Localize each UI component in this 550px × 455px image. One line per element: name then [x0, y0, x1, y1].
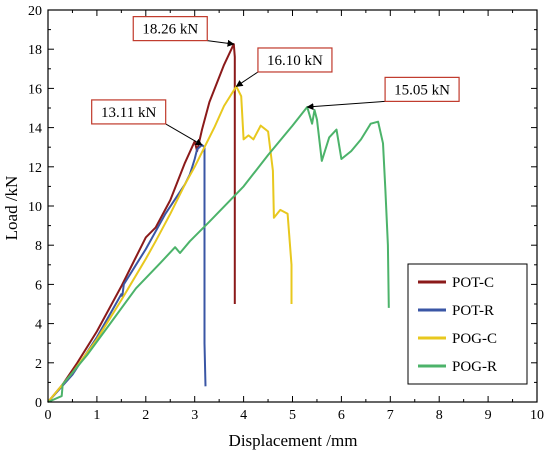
legend-label-pog-r: POG-R — [452, 359, 497, 375]
x-tick-label: 5 — [289, 408, 296, 423]
y-tick-label: 2 — [35, 357, 42, 372]
series-line-pog-c — [47, 85, 293, 403]
plot-marks — [47, 43, 390, 403]
annotation-arrow — [207, 39, 235, 47]
annotations: 18.26 kN 16.10 kN 13.11 kN 15.05 kN — [91, 16, 460, 146]
y-tick-label: 14 — [28, 122, 42, 137]
legend-label-pog-c: POG-C — [452, 331, 497, 347]
x-axis-title: Displacement /mm — [229, 431, 358, 450]
x-tick-label: 3 — [191, 408, 198, 423]
x-tick-label: 7 — [387, 408, 394, 423]
annotation-arrow — [306, 100, 386, 111]
y-tick-label: 0 — [35, 396, 42, 411]
y-tick-label: 10 — [28, 200, 42, 215]
y-axis-title: Load /kN — [2, 176, 21, 241]
annotation-box — [384, 76, 460, 102]
annotation-box — [257, 47, 333, 73]
x-tick-label: 10 — [530, 408, 544, 423]
annotation-label: 13.11 kN — [101, 105, 156, 121]
annotation-label: 15.05 kN — [394, 82, 450, 98]
y-tick-label: 6 — [35, 278, 42, 293]
annotation-label: 16.10 kN — [267, 53, 323, 69]
series-line-pot-c — [47, 43, 236, 403]
x-tick-label: 4 — [240, 408, 247, 423]
series-line-pog-r — [47, 106, 390, 403]
x-tick-label: 8 — [436, 408, 443, 423]
x-tick-label: 9 — [485, 408, 492, 423]
x-tick-label: 6 — [338, 408, 345, 423]
annotation-box — [91, 99, 167, 125]
y-tick-label: 8 — [35, 239, 42, 254]
annotation-arrow — [165, 123, 203, 146]
legend: POT-C POT-R POG-C POG-R — [407, 263, 528, 385]
legend-box — [407, 263, 528, 385]
y-tick-label: 18 — [28, 43, 42, 58]
x-tick-label: 1 — [93, 408, 100, 423]
x-tick-label: 2 — [142, 408, 149, 423]
y-tick-label: 20 — [28, 4, 42, 19]
y-tick-label: 16 — [28, 82, 42, 97]
legend-label-pot-c: POT-C — [452, 275, 494, 291]
x-tick-label: 0 — [45, 408, 52, 423]
legend-label-pot-r: POT-R — [452, 303, 494, 319]
y-tick-label: 4 — [35, 318, 42, 333]
annotation-box — [132, 16, 208, 42]
y-tick-label: 12 — [28, 161, 42, 176]
annotation-label: 18.26 kN — [142, 22, 198, 38]
annotation-arrow — [235, 71, 259, 87]
